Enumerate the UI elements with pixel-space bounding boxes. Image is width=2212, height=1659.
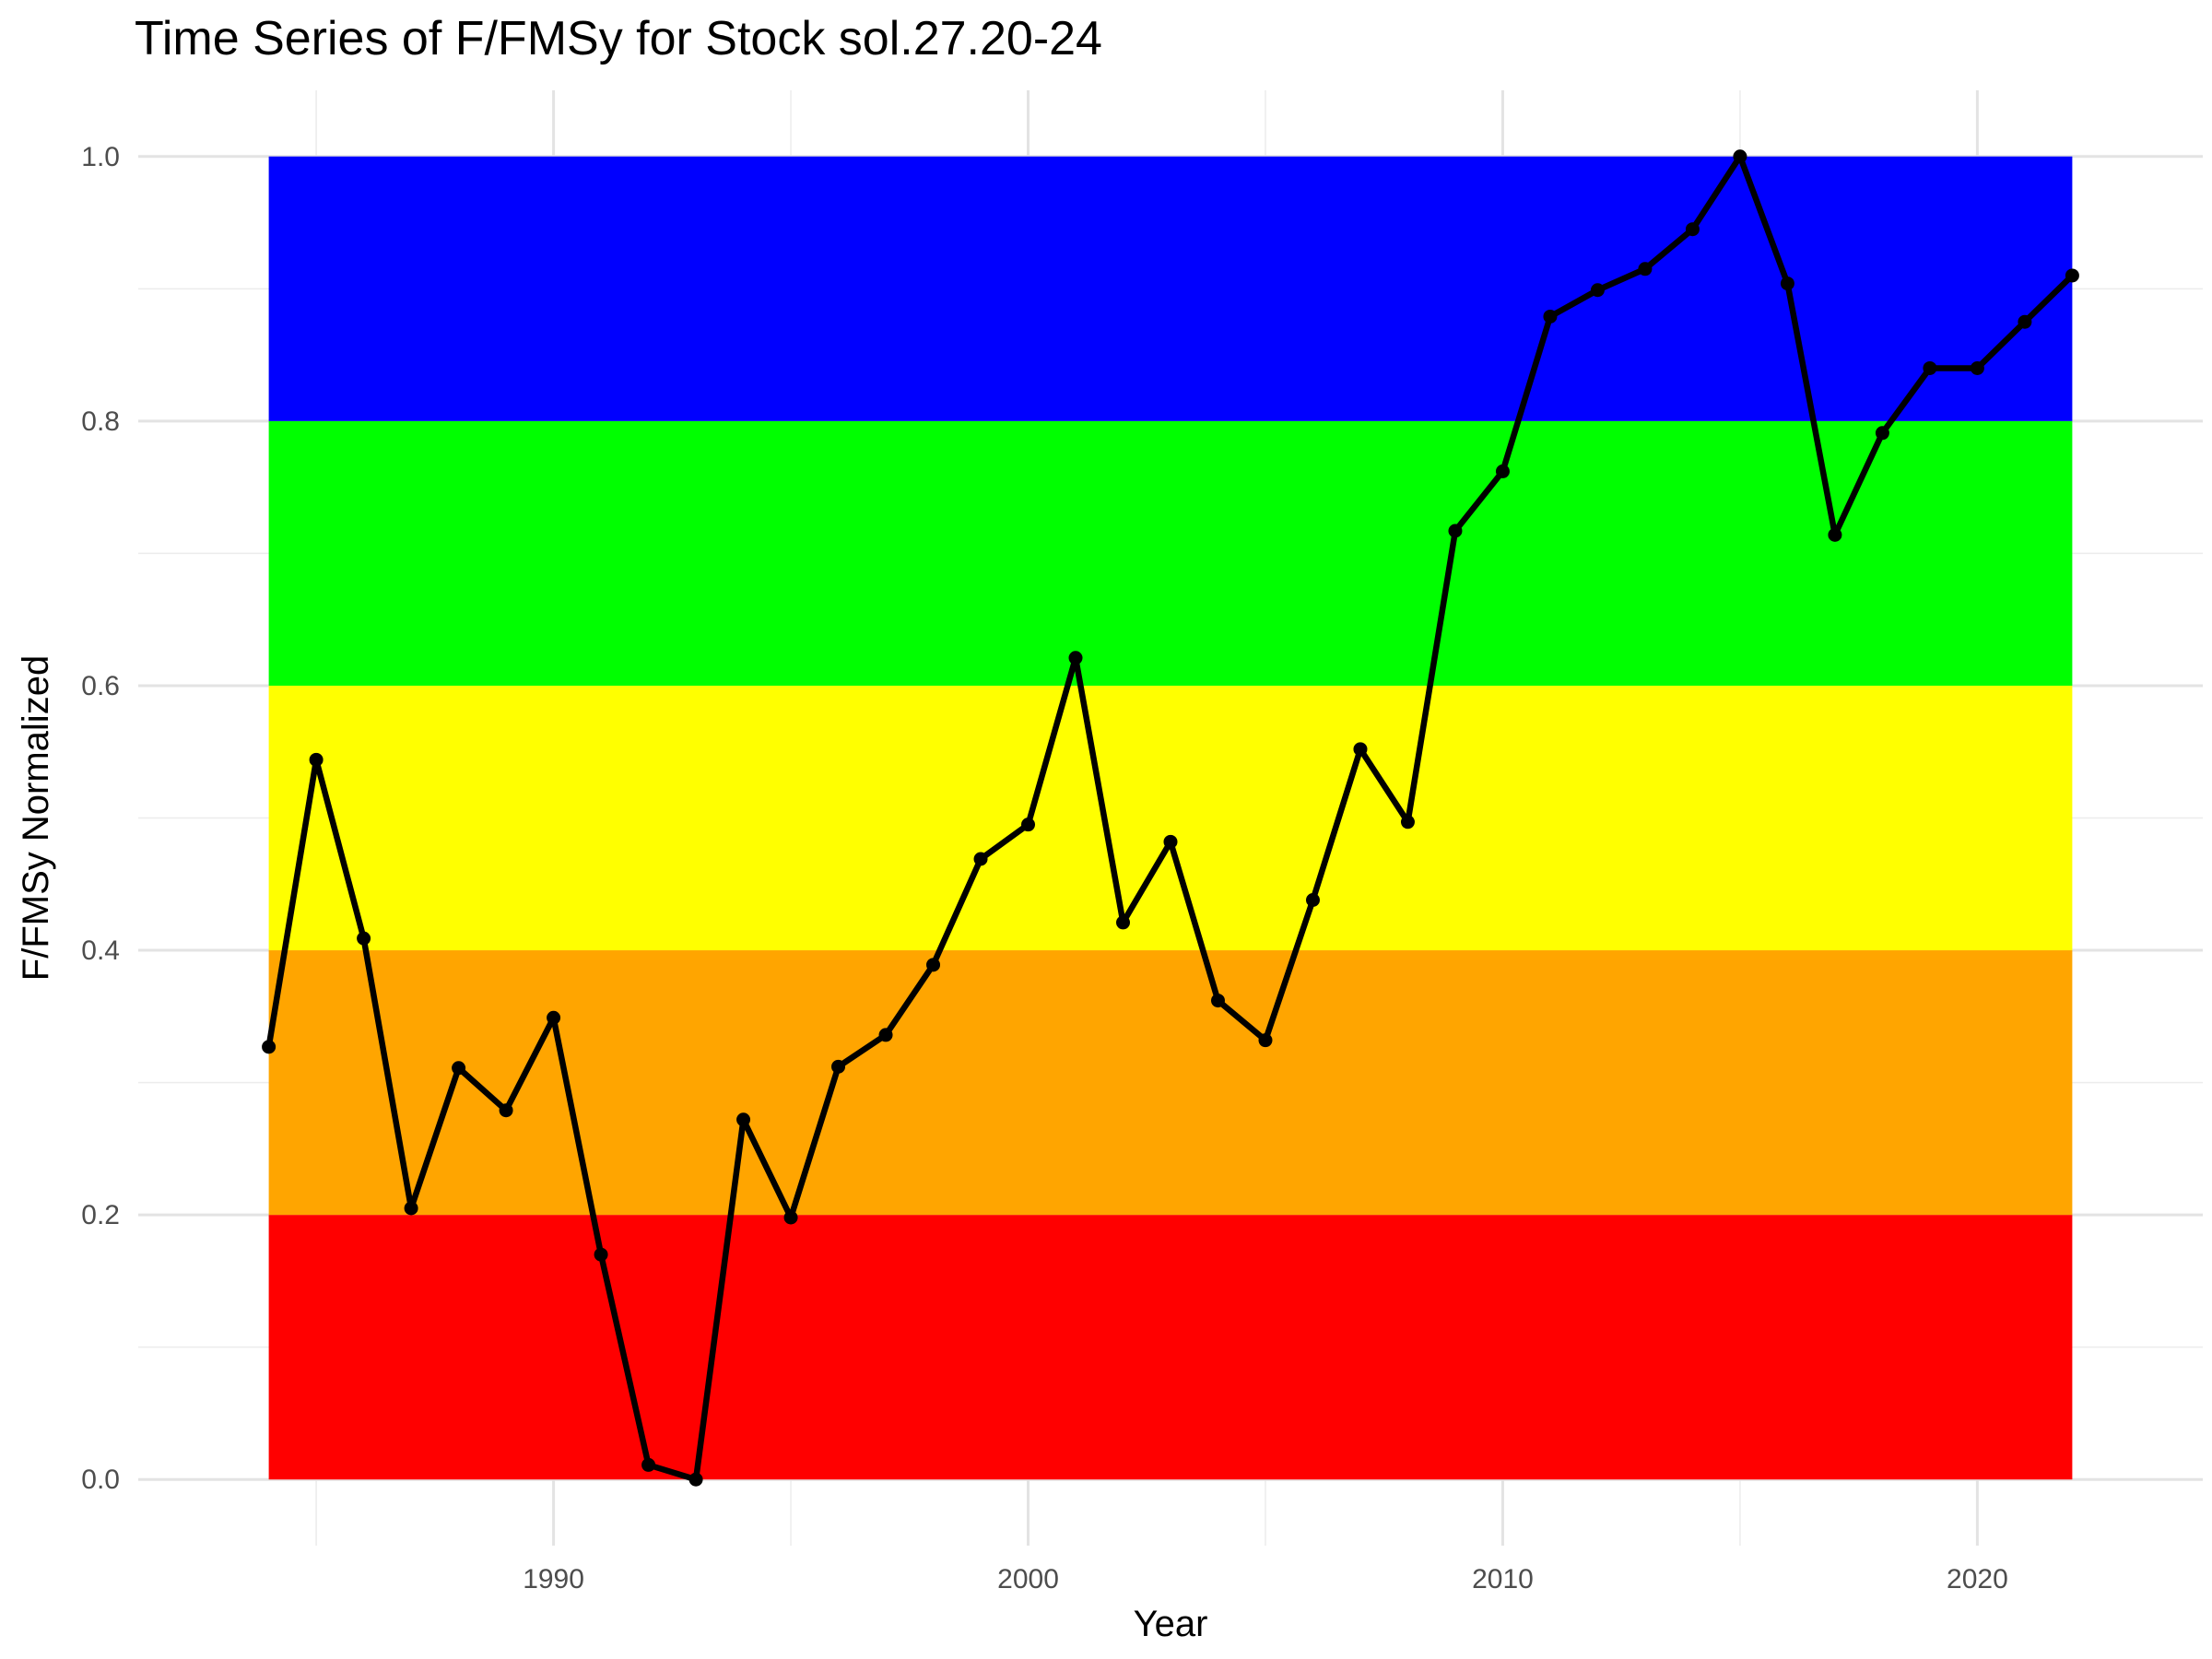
data-point <box>688 1472 703 1487</box>
data-point <box>1163 834 1178 849</box>
data-point <box>1875 426 1889 441</box>
data-point <box>1258 1033 1273 1048</box>
threshold-band <box>268 685 2073 951</box>
data-point <box>783 1210 798 1225</box>
data-point <box>1828 527 1842 542</box>
x-tick-label: 2010 <box>1472 1564 1534 1594</box>
threshold-band <box>268 420 2073 686</box>
x-tick-label: 1990 <box>523 1564 584 1594</box>
data-point <box>1400 815 1415 830</box>
x-tick-label: 2020 <box>1947 1564 2008 1594</box>
threshold-band <box>268 950 2073 1216</box>
data-point <box>1353 742 1368 757</box>
data-point <box>547 1010 561 1025</box>
y-axis-title: F/FMSy Normalized <box>16 655 56 981</box>
data-point <box>1116 915 1131 930</box>
data-point <box>1733 149 1747 164</box>
data-point <box>973 852 988 866</box>
x-axis-title: Year <box>1134 1604 1208 1644</box>
y-tick-label: 0.2 <box>81 1200 120 1230</box>
data-point <box>1543 309 1558 324</box>
data-point <box>1068 651 1083 665</box>
data-point <box>452 1061 466 1076</box>
y-tick-label: 0.6 <box>81 671 120 701</box>
y-tick-label: 0.4 <box>81 935 120 966</box>
data-point <box>1685 222 1700 237</box>
data-point <box>926 958 941 972</box>
data-point <box>736 1112 751 1127</box>
data-point <box>309 752 324 767</box>
data-point <box>499 1103 513 1118</box>
data-point <box>1210 994 1225 1008</box>
data-point <box>1590 283 1605 298</box>
data-point <box>357 931 371 946</box>
data-point <box>1305 892 1320 907</box>
data-point <box>1780 276 1794 291</box>
data-point <box>1923 360 1937 375</box>
data-point <box>878 1028 893 1042</box>
x-tick-label: 2000 <box>997 1564 1059 1594</box>
data-point <box>1021 818 1036 832</box>
data-point <box>1448 524 1463 538</box>
data-point <box>262 1040 276 1054</box>
data-point <box>1970 360 1984 375</box>
threshold-band <box>268 1215 2073 1480</box>
data-point <box>641 1457 656 1472</box>
y-tick-label: 0.8 <box>81 406 120 437</box>
x-axis-tick-labels: 1990 2000 2010 2020 <box>523 1564 2008 1594</box>
y-tick-label: 1.0 <box>81 142 120 172</box>
data-point <box>2065 268 2079 283</box>
series-points-group <box>262 149 2079 1487</box>
threshold-bands <box>268 156 2073 1480</box>
data-point <box>1638 262 1653 276</box>
y-axis-tick-labels: 0.0 0.2 0.4 0.6 0.8 1.0 <box>81 142 120 1495</box>
data-point <box>2018 314 2032 329</box>
data-point <box>594 1247 608 1262</box>
threshold-band <box>268 156 2073 421</box>
data-point <box>831 1059 846 1074</box>
y-tick-label: 0.0 <box>81 1465 120 1495</box>
data-point <box>1495 464 1510 478</box>
data-point <box>404 1201 418 1216</box>
chart-title: Time Series of F/FMSy for Stock sol.27.2… <box>135 12 1102 65</box>
